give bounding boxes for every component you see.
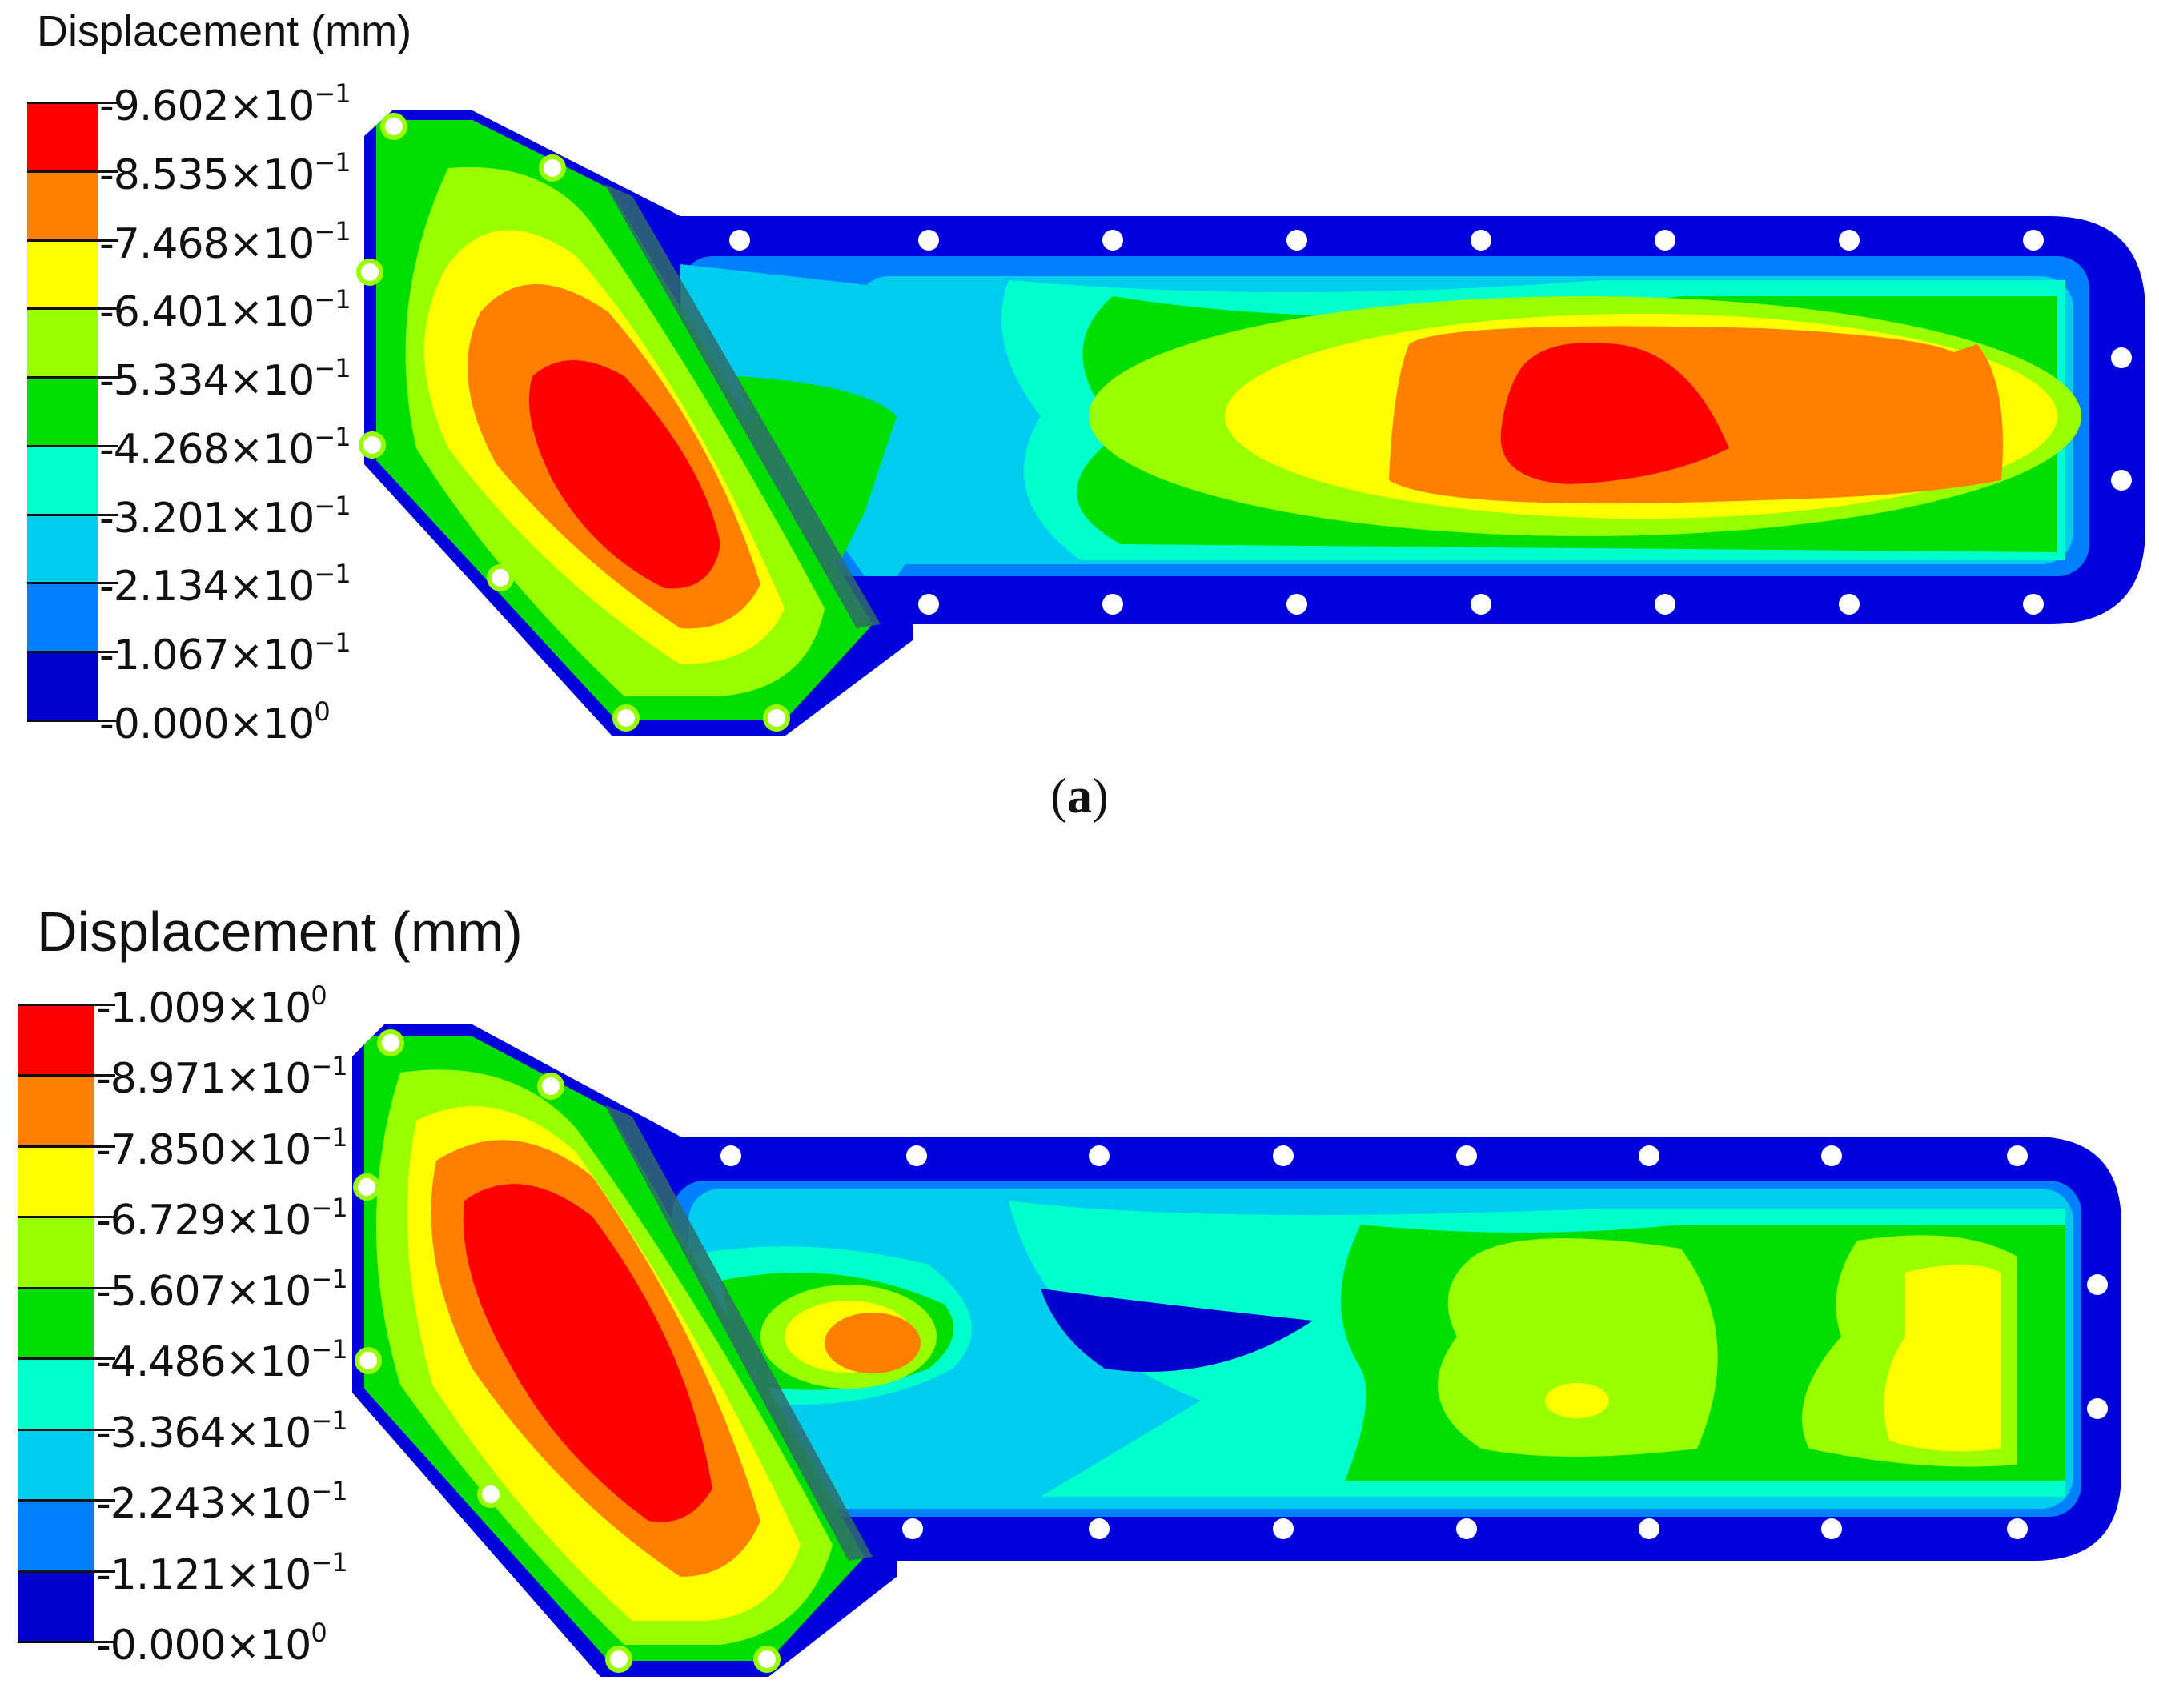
colorbar-tick-label: -6.401×10−1: [99, 284, 351, 337]
colorbar-segment: [18, 1500, 94, 1572]
colorbar-tick: [18, 1216, 115, 1219]
colorbar-tick: [27, 376, 118, 379]
colorbar-tick-label: -8.535×10−1: [99, 146, 351, 199]
panel-a-title: Displacement (mm): [37, 7, 412, 55]
colorbar-segment: [27, 102, 98, 172]
colorbar-segment: [18, 1429, 94, 1502]
colorbar-tick: [27, 239, 118, 242]
colorbar-segment: [27, 170, 98, 241]
colorbar-tick: [18, 1074, 115, 1077]
colorbar-tick-label: -0.000×100: [96, 1618, 327, 1670]
colorbar-tick-label: -3.201×10−1: [99, 490, 351, 543]
colorbar-tick-label: -1.009×100: [96, 980, 327, 1032]
colorbar-tick-label: -3.364×10−1: [96, 1405, 348, 1457]
colorbar-segment: [27, 652, 98, 721]
panel-b-bolt-holes: [353, 1029, 781, 1673]
colorbar-tick: [18, 1570, 115, 1573]
panel-a-rib: [604, 184, 881, 628]
panel-a-colorbar: [27, 102, 98, 721]
panel-b-colorbar: [18, 1004, 94, 1642]
panel-a-contour-plot: [356, 110, 2145, 736]
panel-b-rib: [604, 1105, 873, 1561]
colorbar-tick: [27, 720, 118, 722]
colorbar-tick-label: -1.067×10−1: [99, 627, 351, 680]
colorbar-tick-label: -0.000×100: [99, 696, 331, 748]
colorbar-tick-label: -7.468×10−1: [99, 215, 351, 268]
panel-a: Displacement (mm) -9.602×10−1 -8.535×10−1…: [0, 0, 2159, 848]
panel-b-contour-plot: [352, 1024, 2121, 1677]
colorbar-tick: [18, 1641, 115, 1643]
colorbar-segment: [18, 1075, 94, 1147]
colorbar-tick: [27, 102, 118, 104]
colorbar-tick: [27, 513, 118, 516]
colorbar-tick-label: -4.268×10−1: [99, 421, 351, 474]
panel-b: Displacement (mm) -1.009×100 -8.971×10−1 -…: [0, 888, 2159, 1708]
colorbar-segment: [18, 1287, 94, 1360]
colorbar-segment: [18, 1570, 94, 1642]
colorbar-segment: [18, 1145, 94, 1218]
colorbar-tick-label: -1.121×10−1: [96, 1546, 348, 1599]
colorbar-segment: [27, 308, 98, 379]
panel-a-caption: (a): [1050, 769, 1109, 824]
colorbar-tick: [18, 1499, 115, 1502]
colorbar-tick-label: -7.850×10−1: [96, 1121, 348, 1174]
colorbar-tick: [27, 307, 118, 311]
colorbar-tick-label: -6.729×10−1: [96, 1193, 348, 1245]
colorbar-segment: [18, 1217, 94, 1289]
panel-a-bolt-holes: [356, 113, 790, 732]
colorbar-tick-label: -5.607×10−1: [96, 1263, 348, 1316]
colorbar-tick-label: -4.486×10−1: [96, 1334, 348, 1387]
panel-b-title: Displacement (mm): [37, 900, 523, 963]
colorbar-tick-label: -5.334×10−1: [99, 353, 351, 406]
colorbar-tick: [18, 1357, 115, 1361]
colorbar-tick: [27, 444, 118, 447]
colorbar-tick: [27, 170, 118, 173]
colorbar-tick: [27, 651, 118, 654]
colorbar-segment: [27, 239, 98, 310]
colorbar-tick-label: -9.602×10−1: [99, 78, 351, 130]
colorbar-segment: [18, 1358, 94, 1430]
colorbar-tick: [18, 1428, 115, 1431]
colorbar-segment: [27, 377, 98, 447]
colorbar-tick: [18, 1004, 115, 1006]
colorbar-segment: [27, 514, 98, 584]
colorbar-segment: [27, 445, 98, 515]
colorbar-tick: [27, 582, 118, 585]
colorbar-tick: [18, 1145, 115, 1148]
colorbar-tick-label: -2.243×10−1: [96, 1476, 348, 1529]
colorbar-segment: [27, 583, 98, 653]
colorbar-tick: [18, 1286, 115, 1289]
colorbar-tick-label: -8.971×10−1: [96, 1051, 348, 1104]
colorbar-tick-label: -2.134×10−1: [99, 559, 351, 611]
colorbar-segment: [18, 1004, 94, 1077]
